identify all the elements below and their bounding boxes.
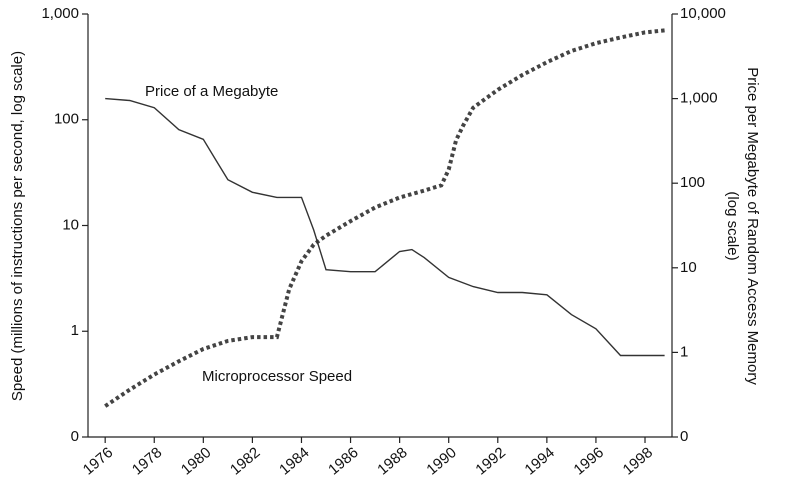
x-tick-label: 1980 <box>178 444 214 478</box>
x-tick-label: 1994 <box>521 444 557 478</box>
x-tick-label: 1978 <box>129 444 165 478</box>
x-tick-label: 1986 <box>325 444 361 478</box>
y-tick-label: 10 <box>62 216 79 233</box>
y2-tick-label: 1,000 <box>680 90 718 107</box>
y-tick-label: 1 <box>71 322 79 339</box>
x-tick-label: 1984 <box>276 444 312 478</box>
y2-axis-label: Price per Megabyte of Random Access Memo… <box>724 67 761 385</box>
series-line <box>105 97 665 357</box>
annotation: Microprocessor Speed <box>202 368 352 385</box>
y2-tick-label: 0 <box>680 428 688 445</box>
y-axis-label: Speed (millions of instructions per seco… <box>9 51 26 401</box>
x-tick-label: 1992 <box>472 444 508 478</box>
y2-tick-label: 10,000 <box>680 5 726 22</box>
y-tick-label: 100 <box>54 111 79 128</box>
x-tick-label: 1982 <box>227 444 263 478</box>
y-tick-label: 0 <box>71 428 79 445</box>
annotation: Price of a Megabyte <box>145 83 278 100</box>
x-tick-label: 1988 <box>374 444 410 478</box>
x-tick-label: 1998 <box>620 444 656 478</box>
series-line <box>104 28 665 408</box>
x-tick-label: 1976 <box>80 444 116 478</box>
y-tick-label: 1,000 <box>41 5 79 22</box>
y2-tick-label: 100 <box>680 174 705 191</box>
y2-tick-label: 10 <box>680 259 697 276</box>
x-tick-label: 1990 <box>423 444 459 478</box>
y2-tick-label: 1 <box>680 343 688 360</box>
x-tick-label: 1996 <box>571 444 607 478</box>
